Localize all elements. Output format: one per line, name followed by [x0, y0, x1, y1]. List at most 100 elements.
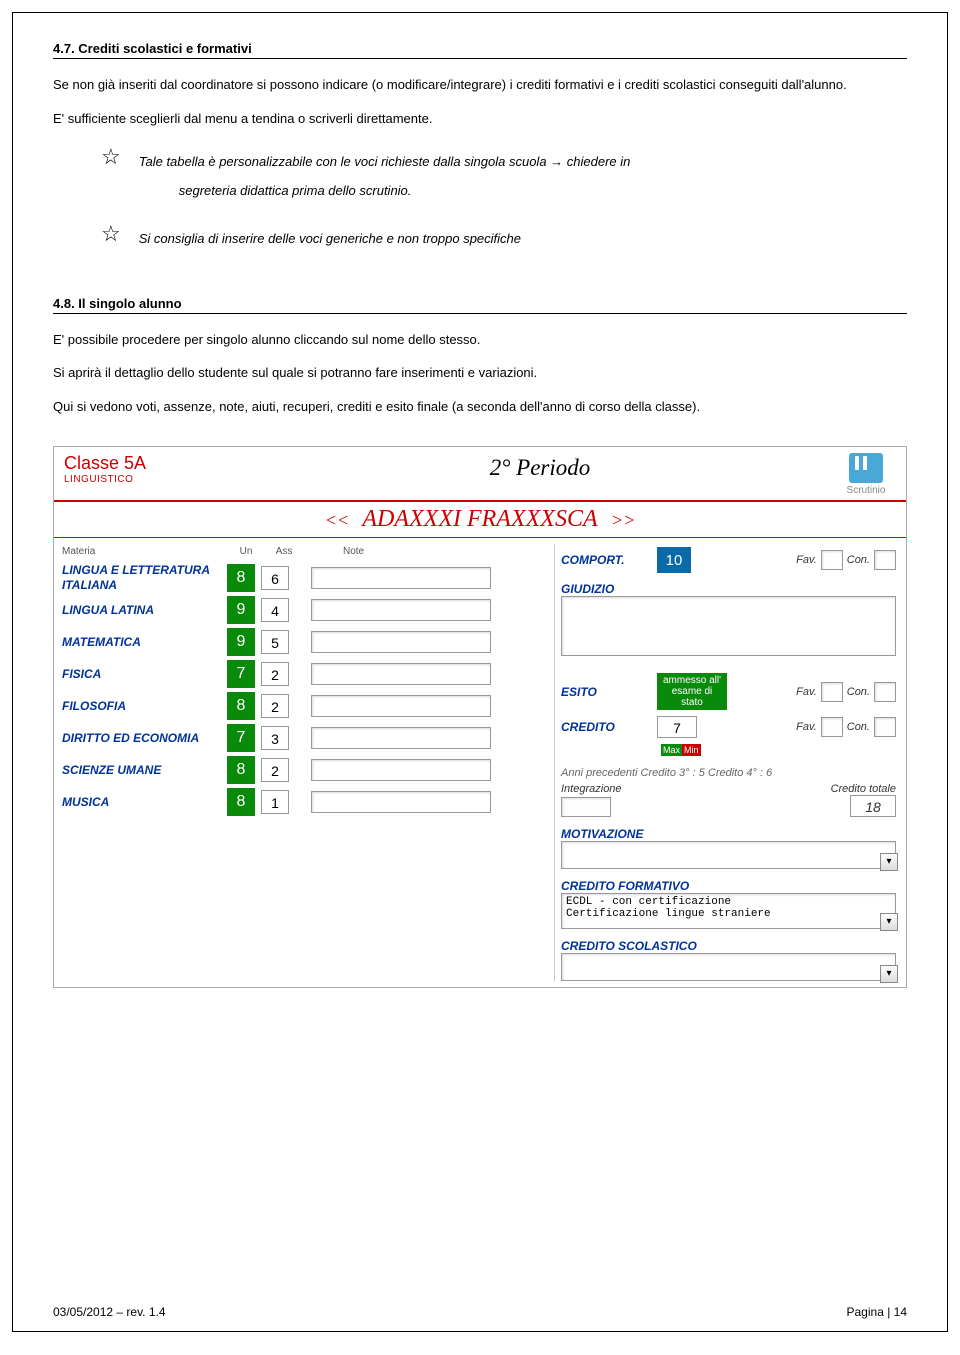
credito-formativo-textarea[interactable]: ECDL - con certificazione Certificazione… [561, 893, 896, 929]
credito-totale-value: 18 [850, 795, 896, 817]
note-input[interactable] [311, 567, 491, 589]
dropdown-icon[interactable]: ▾ [880, 853, 898, 871]
grade-row: FILOSOFIA82 [62, 690, 554, 722]
grade-row: LINGUA LATINA94 [62, 594, 554, 626]
period-label: 2° Periodo [244, 453, 836, 481]
credito-totale-row: Integrazione Credito totale 18 [561, 783, 896, 817]
panel-header: Classe 5A LINGUISTICO 2° Periodo Scrutin… [54, 447, 906, 500]
grade-subject: DIRITTO ED ECONOMIA [62, 731, 227, 745]
integrazione-label: Integrazione [561, 783, 622, 795]
absence-input[interactable]: 2 [261, 662, 289, 686]
star-icon: ☆ [101, 146, 121, 168]
integrazione-input[interactable] [561, 797, 611, 817]
credito-totale-block: Credito totale 18 [831, 783, 896, 817]
grade-value[interactable]: 8 [227, 692, 255, 720]
absence-input[interactable]: 1 [261, 790, 289, 814]
anni-precedenti: Anni precedenti Credito 3° : 5 Credito 4… [561, 767, 896, 779]
grade-value[interactable]: 7 [227, 660, 255, 688]
grade-value[interactable]: 8 [227, 788, 255, 816]
giudizio-textarea[interactable] [561, 596, 896, 656]
note-input[interactable] [311, 695, 491, 717]
integrazione-block: Integrazione [561, 783, 622, 817]
grade-row: MUSICA81 [62, 786, 554, 818]
con-label: Con. [847, 721, 870, 733]
esito-con-input[interactable] [874, 682, 896, 702]
grade-row: LINGUA E LETTERATURA ITALIANA86 [62, 561, 554, 594]
note-input[interactable] [311, 759, 491, 781]
grade-subject: LINGUA E LETTERATURA ITALIANA [62, 563, 227, 592]
comport-value[interactable]: 10 [657, 547, 691, 573]
comport-label: COMPORT. [561, 553, 657, 567]
tip-row-2: ☆ Si consiglia di inserire delle voci ge… [101, 223, 907, 254]
esito-fav-con: Fav. Con. [796, 682, 896, 702]
grade-value[interactable]: 8 [227, 564, 255, 592]
grade-row: SCIENZE UMANE82 [62, 754, 554, 786]
prev-student-button[interactable]: << [325, 510, 349, 530]
dropdown-icon[interactable]: ▾ [880, 965, 898, 983]
absence-input[interactable]: 4 [261, 598, 289, 622]
motivazione-textarea[interactable] [561, 841, 896, 869]
credito-con-input[interactable] [874, 717, 896, 737]
page-footer: 03/05/2012 – rev. 1.4 Pagina | 14 [53, 1305, 907, 1319]
tip-2-text: Si consiglia di inserire delle voci gene… [139, 223, 521, 254]
note-input[interactable] [311, 727, 491, 749]
grade-value[interactable]: 9 [227, 628, 255, 656]
esito-label: ESITO [561, 685, 657, 699]
con-label: Con. [847, 686, 870, 698]
grade-value[interactable]: 9 [227, 596, 255, 624]
credito-fav-con: Fav. Con. [796, 717, 896, 737]
credito-label: CREDITO [561, 720, 657, 734]
header-ass: Ass [265, 546, 303, 557]
esito-value[interactable]: ammesso all' esame di stato [657, 673, 727, 710]
comport-row: COMPORT. 10 Fav. Con. [561, 544, 896, 576]
header-materia: Materia [62, 546, 227, 557]
absence-input[interactable]: 2 [261, 694, 289, 718]
footer-page-number: Pagina | 14 [847, 1305, 908, 1319]
class-track: LINGUISTICO [64, 474, 244, 485]
esito-fav-input[interactable] [821, 682, 843, 702]
section-4-8-title: 4.8. Il singolo alunno [53, 296, 907, 311]
next-student-button[interactable]: >> [611, 510, 635, 530]
credito-scolastico-textarea[interactable] [561, 953, 896, 981]
grade-value[interactable]: 7 [227, 724, 255, 752]
credito-row: CREDITO 7 Fav. Con. [561, 713, 896, 741]
scrutinio-icon [849, 453, 883, 483]
scrutinio-button[interactable]: Scrutinio [836, 453, 896, 496]
fav-label: Fav. [796, 721, 817, 733]
section-4-7-p2: E' sufficiente sceglierli dal menu a ten… [53, 109, 907, 129]
section-4-7-title: 4.7. Crediti scolastici e formativi [53, 41, 907, 56]
absence-input[interactable]: 3 [261, 726, 289, 750]
summary-column: COMPORT. 10 Fav. Con. GIUDIZIO ESITO amm… [555, 538, 906, 987]
tip-1-line-a: Tale tabella è personalizzabile con le v… [139, 154, 631, 169]
note-input[interactable] [311, 663, 491, 685]
comport-con-input[interactable] [874, 550, 896, 570]
class-title: Classe 5A [64, 453, 244, 474]
dropdown-icon[interactable]: ▾ [880, 913, 898, 931]
note-input[interactable] [311, 631, 491, 653]
tip-1-line-b: segreteria didattica prima dello scrutin… [139, 177, 631, 206]
section-4-8-underline [53, 313, 907, 314]
section-4-7-p1: Se non già inseriti dal coordinatore si … [53, 75, 907, 95]
grade-subject: MUSICA [62, 795, 227, 809]
absence-input[interactable]: 5 [261, 630, 289, 654]
grade-subject: LINGUA LATINA [62, 603, 227, 617]
tip-1-text: Tale tabella è personalizzabile con le v… [139, 146, 631, 205]
credito-fav-input[interactable] [821, 717, 843, 737]
section-4-8-p1: E' possibile procedere per singolo alunn… [53, 330, 907, 350]
absence-input[interactable]: 2 [261, 758, 289, 782]
note-input[interactable] [311, 599, 491, 621]
maxmin-row: Max Min [561, 741, 896, 759]
footer-date-rev: 03/05/2012 – rev. 1.4 [53, 1305, 166, 1319]
grade-value[interactable]: 8 [227, 756, 255, 784]
comport-fav-input[interactable] [821, 550, 843, 570]
section-4-8-p2: Si aprirà il dettaglio dello studente su… [53, 363, 907, 383]
max-badge[interactable]: Max [661, 744, 682, 756]
credito-value[interactable]: 7 [657, 716, 697, 738]
absence-input[interactable]: 6 [261, 566, 289, 590]
note-input[interactable] [311, 791, 491, 813]
min-badge[interactable]: Min [682, 744, 701, 756]
grade-subject: SCIENZE UMANE [62, 763, 227, 777]
grades-list: LINGUA E LETTERATURA ITALIANA86LINGUA LA… [62, 561, 554, 818]
grades-column: Materia Un Ass Note LINGUA E LETTERATURA… [54, 538, 554, 987]
header-note: Note [303, 546, 554, 557]
